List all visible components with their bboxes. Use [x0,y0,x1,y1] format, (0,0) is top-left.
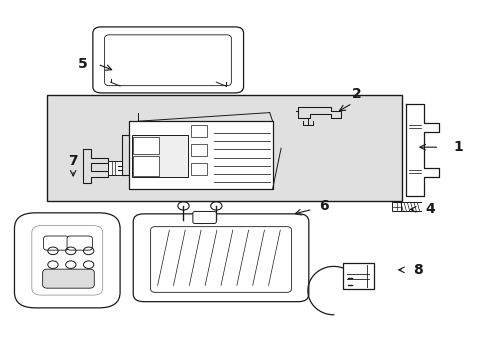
Bar [129,121,272,189]
Text: 5: 5 [78,57,87,71]
Bar [190,163,206,175]
FancyBboxPatch shape [192,211,216,224]
FancyBboxPatch shape [104,35,231,86]
FancyBboxPatch shape [67,236,92,250]
FancyBboxPatch shape [43,236,69,250]
FancyBboxPatch shape [42,269,94,288]
Bar [108,161,121,175]
Bar [47,95,401,201]
Bar [391,202,400,211]
Text: 1: 1 [452,140,462,154]
Text: 8: 8 [412,263,422,277]
Bar [190,144,206,156]
FancyBboxPatch shape [15,213,120,308]
Text: 2: 2 [351,87,361,100]
Text: 4: 4 [424,202,434,216]
Bar [133,157,159,176]
FancyBboxPatch shape [93,27,243,93]
FancyBboxPatch shape [133,214,308,302]
Text: 6: 6 [319,199,328,213]
FancyBboxPatch shape [150,227,291,292]
Bar [343,263,373,289]
Text: 7: 7 [68,154,78,168]
Bar [133,137,159,154]
Text: 3: 3 [139,130,148,144]
Bar [132,135,188,176]
Bar [190,125,206,137]
FancyBboxPatch shape [32,226,102,295]
